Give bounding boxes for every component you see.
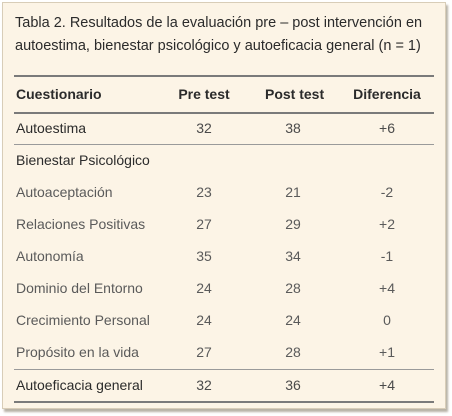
divider xyxy=(14,75,434,77)
cell-diff: +6 xyxy=(379,120,395,136)
cell-diff: 0 xyxy=(383,312,391,328)
cell-diff: +1 xyxy=(379,344,395,360)
table-header-row: Cuestionario Pre test Post test Diferenc… xyxy=(3,79,447,110)
row-label: Crecimiento Personal xyxy=(16,312,150,328)
cell-post: 28 xyxy=(285,280,301,296)
divider xyxy=(14,112,434,114)
table-row: Autoestima 32 38 +6 xyxy=(3,113,447,144)
row-label: Bienestar Psicológico xyxy=(16,152,150,168)
table-row: Dominio del Entorno 24 28 +4 xyxy=(3,273,447,304)
table-card: Tabla 2. Resultados de la evaluación pre… xyxy=(2,2,446,409)
cell-post: 21 xyxy=(285,184,301,200)
column-header-questionnaire: Cuestionario xyxy=(16,86,102,102)
cell-post: 36 xyxy=(285,377,301,393)
cell-diff: +2 xyxy=(379,216,395,232)
cell-post: 28 xyxy=(285,344,301,360)
cell-post: 38 xyxy=(285,120,301,136)
column-header-pre-test: Pre test xyxy=(178,86,230,102)
cell-pre: 32 xyxy=(196,120,212,136)
cell-post: 24 xyxy=(285,312,301,328)
table-row: Autonomía 35 34 -1 xyxy=(3,241,447,272)
cell-diff: +4 xyxy=(379,377,395,393)
cell-pre: 35 xyxy=(196,248,212,264)
table-row: Relaciones Positivas 27 29 +2 xyxy=(3,209,447,240)
table-row: Propósito en la vida 27 28 +1 xyxy=(3,337,447,368)
cell-post: 29 xyxy=(285,216,301,232)
table-title: Tabla 2. Resultados de la evaluación pre… xyxy=(15,15,423,54)
row-label: Autoestima xyxy=(16,120,87,136)
cell-pre: 24 xyxy=(196,312,212,328)
cell-post: 34 xyxy=(285,248,301,264)
table-row: Bienestar Psicológico xyxy=(3,145,447,176)
cell-diff: -1 xyxy=(380,248,394,264)
row-label: Dominio del Entorno xyxy=(16,280,143,296)
cell-pre: 24 xyxy=(196,280,212,296)
table-row: Crecimiento Personal 24 24 0 xyxy=(3,305,447,336)
cell-pre: 27 xyxy=(196,344,212,360)
row-label: Autonomía xyxy=(16,248,84,264)
cell-pre: 32 xyxy=(196,377,212,393)
cell-pre: 27 xyxy=(196,216,212,232)
cell-diff: +4 xyxy=(379,280,395,296)
row-label: Autoeficacia general xyxy=(16,377,143,393)
cell-diff: -2 xyxy=(380,184,394,200)
row-label: Propósito en la vida xyxy=(16,344,139,360)
row-label: Autoaceptación xyxy=(16,184,113,200)
table-row: Autoaceptación 23 21 -2 xyxy=(3,177,447,208)
divider xyxy=(14,369,434,370)
cell-pre: 23 xyxy=(196,184,212,200)
column-header-post-test: Post test xyxy=(265,86,325,102)
table-row: Autoeficacia general 32 36 +4 xyxy=(3,370,447,401)
row-label: Relaciones Positivas xyxy=(16,216,146,232)
divider xyxy=(14,401,434,403)
divider xyxy=(14,144,434,145)
column-header-difference: Diferencia xyxy=(353,86,421,102)
